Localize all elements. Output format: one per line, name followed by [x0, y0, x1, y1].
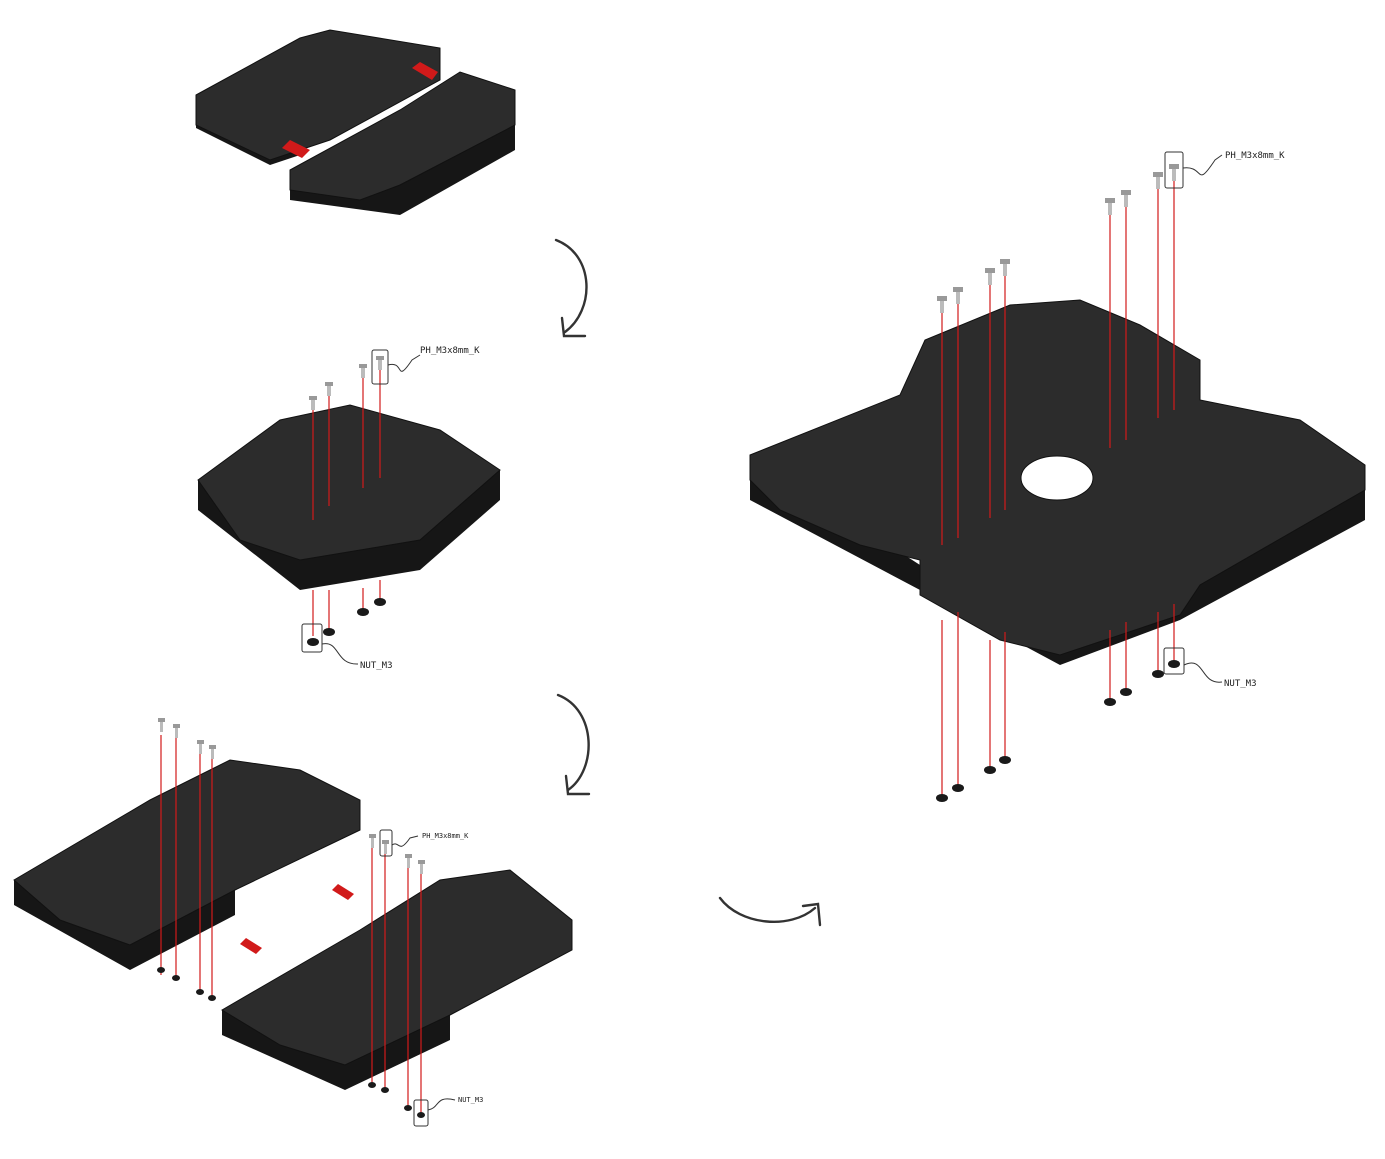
plate-pair-left — [13, 718, 361, 1001]
nut-icon — [404, 1105, 412, 1111]
plate-pair-right: PH_M3x8mm_K NUT_M3 — [221, 829, 573, 1127]
screw-icon — [953, 287, 963, 304]
screw-icon — [173, 724, 180, 738]
nut-icon — [952, 784, 964, 792]
curved-arrow-icon — [801, 902, 822, 927]
push-arrow-icon — [332, 884, 354, 900]
plate-a — [195, 29, 441, 165]
nuts-step-2: NUT_M3 — [301, 580, 393, 671]
screw-label: PH_M3x8mm_K — [420, 346, 480, 356]
nut-icon — [323, 628, 335, 636]
screw-icon — [197, 740, 204, 754]
nut-icon — [1120, 688, 1132, 696]
screw-icon — [158, 718, 165, 732]
nut-icon — [374, 598, 386, 606]
screw-icon — [418, 860, 425, 874]
screw-icon — [1169, 164, 1179, 181]
push-arrow-icon — [240, 938, 262, 954]
nut-icon — [999, 756, 1011, 764]
nuts-final: NUT_M3 — [936, 604, 1257, 802]
center-hole — [1020, 455, 1094, 501]
screw-label-step-3: PH_M3x8mm_K — [422, 832, 469, 840]
curved-arrow-icon — [554, 238, 588, 334]
nut-icon — [157, 967, 165, 973]
step-1-plates — [195, 29, 516, 215]
nut-icon — [417, 1112, 425, 1118]
nut-label: NUT_M3 — [360, 661, 393, 671]
plate-b — [289, 71, 516, 215]
nut-icon — [307, 638, 319, 646]
screw-icon — [405, 854, 412, 868]
step-3-plates: PH_M3x8mm_K NUT_M3 — [13, 718, 573, 1127]
screws-step-2: PH_M3x8mm_K — [309, 346, 480, 520]
curved-arrow-icon — [564, 774, 591, 796]
nut-icon — [172, 975, 180, 981]
push-arrow-icon — [412, 62, 438, 80]
curved-arrow-icon — [560, 316, 587, 338]
screw-icon — [382, 840, 389, 854]
step-2-joined-plate: PH_M3x8mm_K NUT_M3 — [197, 346, 501, 671]
screw-icon — [1153, 172, 1163, 189]
nut-icon — [381, 1087, 389, 1093]
nut-icon — [196, 989, 204, 995]
curved-arrow-icon — [556, 693, 590, 792]
curved-arrow-icon — [718, 896, 817, 923]
screw-icon — [325, 382, 333, 396]
nut-label-step-3: NUT_M3 — [458, 1096, 483, 1104]
screw-icon — [937, 296, 947, 313]
screw-icon — [369, 834, 376, 848]
screw-icon — [359, 364, 367, 378]
nut-icon — [936, 794, 948, 802]
nut-icon — [357, 608, 369, 616]
nut-icon — [1104, 698, 1116, 706]
screw-icon — [376, 356, 384, 370]
nut-label-final: NUT_M3 — [1224, 679, 1257, 689]
final-assembly: PH_M3x8mm_K NUT_M3 — [749, 151, 1366, 802]
screw-icon — [1105, 198, 1115, 215]
nut-icon — [1152, 670, 1164, 678]
nut-icon — [1168, 660, 1180, 668]
screw-label-final: PH_M3x8mm_K — [1225, 151, 1285, 161]
push-arrow-icon — [282, 140, 310, 158]
screws-final: PH_M3x8mm_K — [937, 151, 1285, 545]
nut-icon — [368, 1082, 376, 1088]
screw-icon — [985, 268, 995, 285]
screw-icon — [309, 396, 317, 410]
nut-icon — [984, 766, 996, 774]
nut-icon — [208, 995, 216, 1001]
screw-icon — [209, 745, 216, 759]
screw-icon — [1121, 190, 1131, 207]
screw-icon — [1000, 259, 1010, 276]
